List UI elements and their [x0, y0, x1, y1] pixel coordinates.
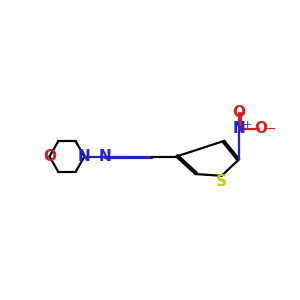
Text: N: N — [98, 149, 111, 164]
Text: S: S — [216, 174, 227, 189]
Text: N: N — [233, 121, 245, 136]
Text: +: + — [243, 120, 252, 130]
Text: N: N — [78, 149, 91, 164]
Text: O: O — [254, 121, 268, 136]
Text: O: O — [43, 149, 56, 164]
Text: O: O — [233, 105, 246, 120]
Text: −: − — [266, 123, 276, 136]
